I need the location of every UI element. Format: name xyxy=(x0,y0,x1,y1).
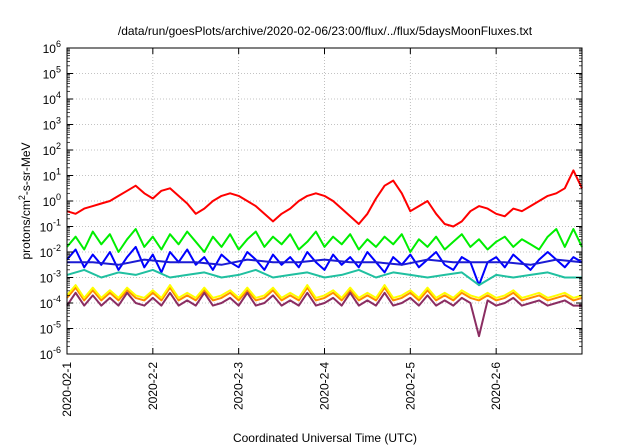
x-tick-label: 2020-2-5 xyxy=(403,362,417,410)
series-line-6 xyxy=(66,284,583,299)
y-tick-base: 10 xyxy=(43,195,57,209)
y-tick-exponent: 0 xyxy=(56,192,61,202)
y-tick-label: 106 xyxy=(43,39,61,56)
y-tick-exponent: 1 xyxy=(56,167,61,177)
y-axis-label-unit: protons/cm xyxy=(19,200,33,259)
y-tick-label: 10-3 xyxy=(40,269,61,286)
y-tick-exponent: 5 xyxy=(56,65,61,75)
y-tick-base: 10 xyxy=(43,144,57,158)
y-tick-exponent: -5 xyxy=(53,320,61,330)
y-tick-label: 10-4 xyxy=(40,294,61,311)
y-tick-base: 10 xyxy=(40,297,54,311)
series-line-1 xyxy=(66,228,583,253)
y-tick-label: 103 xyxy=(43,116,61,133)
y-tick-base: 10 xyxy=(40,272,54,286)
y-tick-base: 10 xyxy=(40,221,54,235)
y-tick-label: 105 xyxy=(43,65,61,82)
series-group xyxy=(66,169,583,338)
x-axis-ticks: 2020-02-1 2020-2-2 2020-2-3 2020-2-4 2020-2-… xyxy=(60,48,503,417)
series-line-7 xyxy=(66,291,582,338)
series-line-5 xyxy=(66,286,583,302)
series-line-4 xyxy=(66,268,582,287)
y-tick-label: 102 xyxy=(43,141,61,158)
y-tick-label: 104 xyxy=(43,90,61,107)
y-tick-base: 10 xyxy=(43,93,57,107)
y-tick-exponent: -3 xyxy=(53,269,61,279)
y-axis-label-sup: 2 xyxy=(17,195,27,200)
y-tick-exponent: 3 xyxy=(56,116,61,126)
x-axis-label: Coordinated Universal Time (UTC) xyxy=(233,431,417,445)
series-line-3 xyxy=(67,258,583,266)
y-tick-exponent: -2 xyxy=(53,243,61,253)
y-tick-exponent: 6 xyxy=(56,39,61,49)
chart-title: /data/run/goesPlots/archive/2020-02-06/2… xyxy=(118,24,533,38)
y-tick-exponent: -1 xyxy=(53,218,61,228)
y-tick-base: 10 xyxy=(43,170,57,184)
y-tick-exponent: 2 xyxy=(56,141,61,151)
y-tick-label: 100 xyxy=(43,192,61,209)
y-axis-label-rest: -s-sr-MeV xyxy=(19,142,33,195)
grid xyxy=(67,48,582,354)
y-tick-exponent: -4 xyxy=(53,294,61,304)
y-axis-ticks: 10610510410310210110010-110-210-310-410-… xyxy=(40,39,582,362)
x-tick-label: 2020-2-6 xyxy=(489,362,503,410)
y-tick-exponent: -6 xyxy=(53,345,61,355)
y-tick-label: 10-2 xyxy=(40,243,61,260)
y-tick-exponent: 4 xyxy=(56,90,61,100)
x-tick-label: 2020-2-4 xyxy=(318,362,332,410)
y-tick-label: 10-1 xyxy=(40,218,61,235)
y-axis-label: protons/cm2-s-sr-MeV xyxy=(17,142,33,259)
y-tick-base: 10 xyxy=(40,323,54,337)
x-tick-label: 2020-02-1 xyxy=(60,362,74,417)
y-tick-base: 10 xyxy=(40,246,54,260)
y-tick-label: 10-6 xyxy=(40,345,61,362)
x-tick-label: 2020-2-3 xyxy=(232,362,246,410)
y-tick-base: 10 xyxy=(43,68,57,82)
y-tick-base: 10 xyxy=(43,42,57,56)
series-line-2 xyxy=(66,245,583,287)
y-tick-base: 10 xyxy=(40,348,54,362)
y-tick-label: 101 xyxy=(43,167,61,184)
series-line-0 xyxy=(66,169,583,228)
y-tick-label: 10-5 xyxy=(40,320,61,337)
x-tick-label: 2020-2-2 xyxy=(146,362,160,410)
y-tick-base: 10 xyxy=(43,119,57,133)
